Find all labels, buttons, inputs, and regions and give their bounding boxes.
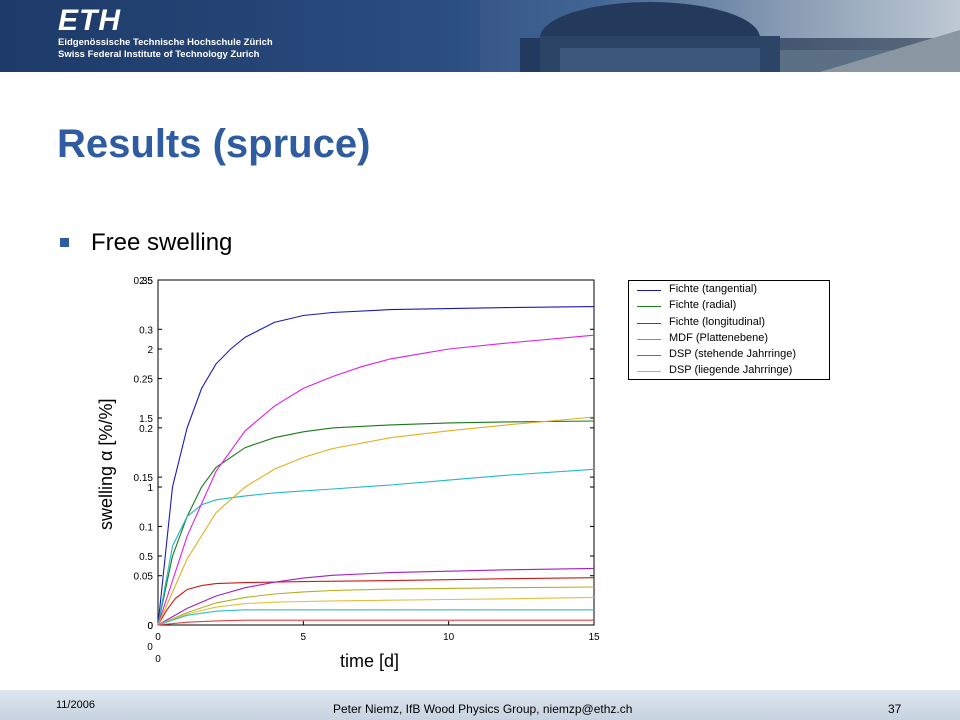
y-tick-label: 0.05 <box>134 572 154 583</box>
slide-title: Results (spruce) <box>57 122 371 166</box>
series-line <box>157 306 595 626</box>
legend-swatch <box>637 306 661 308</box>
y-tick-label: 1.5 <box>139 414 153 425</box>
series-line <box>157 567 595 626</box>
footer-date: 11/2006 <box>56 699 95 711</box>
series-line <box>157 596 595 626</box>
series-line <box>157 416 595 626</box>
x-tick-label: 0 <box>155 632 161 643</box>
footer-text: Peter Niemz, IfB Wood Physics Group, nie… <box>333 702 633 716</box>
bullet-square-icon <box>60 238 69 247</box>
legend-item: DSP (liegende Jahrringe) <box>629 364 829 380</box>
legend-swatch <box>637 338 661 340</box>
bullet-text: Free swelling <box>91 229 233 256</box>
y-tick-label: 1 <box>147 483 153 494</box>
header-banner: ETH Eidgenössische Technische Hochschule… <box>0 0 960 72</box>
series-line <box>157 334 595 626</box>
legend-label: DSP (liegende Jahrringe) <box>669 364 793 377</box>
y-tick-label: 0.2 <box>139 424 153 435</box>
y-tick-label: 0.35 <box>134 276 154 287</box>
y-tick-label: 0.25 <box>134 375 154 386</box>
footer-bar <box>0 690 960 720</box>
series-line <box>157 609 594 626</box>
chart-legend: Fichte (tangential) Fichte (radial) Fichte… <box>628 280 830 380</box>
legend-label: DSP (stehende Jahrringe) <box>669 348 796 361</box>
x-tick-label: 5 <box>301 632 307 643</box>
x-tick-label: 15 <box>588 632 600 643</box>
legend-item: Fichte (tangential) <box>629 283 829 299</box>
legend-swatch <box>637 290 661 291</box>
y-tick-label: 0.3 <box>139 325 153 336</box>
legend-item: Fichte (longitudinal) <box>629 316 829 332</box>
x-tick-label: 10 <box>443 632 455 643</box>
swelling-chart: 0 5 10 15 0 0.5 1 1.5 2 2.5 0 0.05 0.1 0.15 0.2 0.25 0.3… <box>134 276 600 665</box>
series-line <box>157 468 595 626</box>
y-tick-label: 2.5 <box>139 276 153 287</box>
y-tick-label: 0 <box>147 621 153 632</box>
y-tick-label: 2 <box>147 345 153 356</box>
legend-label: MDF (Plattenebene) <box>669 331 769 344</box>
institution-name-en: Swiss Federal Institute of Technology Zu… <box>58 49 260 60</box>
series-line <box>157 577 595 626</box>
y-tick-label: 0.15 <box>134 473 154 484</box>
legend-item: DSP (stehende Jahrringe) <box>629 348 829 364</box>
y-tick-label: 0.5 <box>139 552 153 563</box>
legend-swatch <box>637 371 661 373</box>
y-tick-label: 0 <box>147 621 153 632</box>
eth-logo: ETH <box>58 4 121 37</box>
series-line <box>157 586 595 626</box>
legend-swatch <box>637 322 661 324</box>
y-tick-label: 0.1 <box>139 522 153 533</box>
institution-name-de: Eidgenössische Technische Hochschule Zür… <box>58 37 273 48</box>
legend-item: Fichte (radial) <box>629 299 829 315</box>
legend-swatch <box>637 355 661 357</box>
origin-label: 0 <box>147 642 153 653</box>
x-axis-label: time [d] <box>340 651 400 671</box>
series-line <box>157 619 594 626</box>
legend-item: MDF (Plattenebene) <box>629 332 829 348</box>
y-axis-label: swelling α [%/%] <box>96 398 116 530</box>
legend-label: Fichte (radial) <box>669 299 737 312</box>
page-number: 37 <box>888 702 902 716</box>
legend-label: Fichte (tangential) <box>669 283 758 295</box>
plot-frame <box>157 279 595 626</box>
building-photo <box>480 0 960 72</box>
legend-label: Fichte (longitudinal) <box>669 315 765 328</box>
origin-label: 0 <box>155 654 161 665</box>
